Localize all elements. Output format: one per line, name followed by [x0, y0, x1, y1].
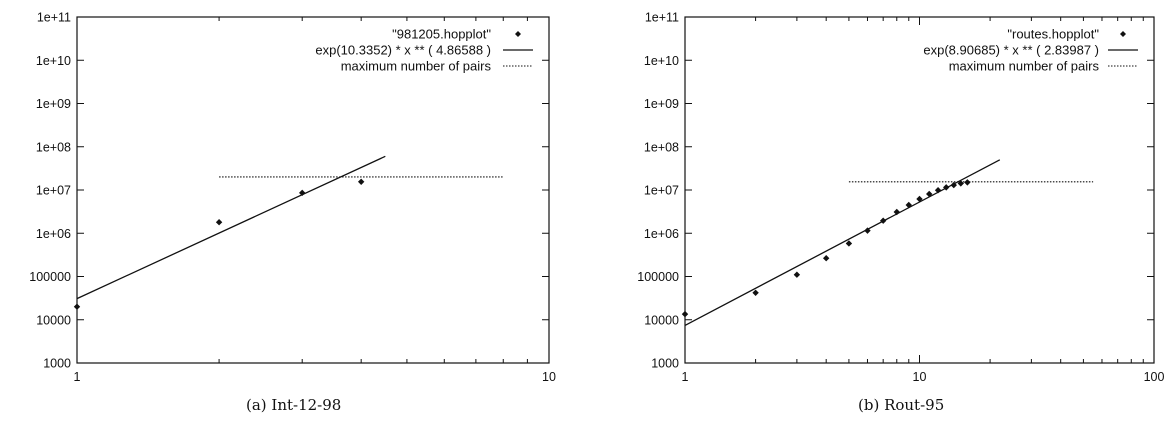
chart-a-svg: 1000 10000 100000 1e+06 1e+07 1e+08 1e+09 1e+10…: [29, 11, 556, 385]
y-tick-label: 1000: [43, 357, 71, 371]
fit-line: [684, 159, 1001, 326]
data-point: [215, 219, 223, 226]
y-tick-label: 1e+11: [645, 11, 679, 25]
data-point: [822, 254, 830, 262]
y-tick-label: 100000: [637, 270, 679, 284]
y-tick-label: 1e+07: [36, 184, 71, 198]
chart-panel-a: 1000 10000 100000 1e+06 1e+07 1e+08 1e+09 1e+10…: [0, 0, 586, 424]
y-tick-label: 100000: [29, 270, 71, 284]
chart-caption: (b) Rout-95: [858, 396, 945, 414]
legend-label: maximum number of pairs: [341, 59, 492, 74]
y-tick-label: 1e+06: [36, 227, 71, 241]
legend-marker: [515, 31, 521, 37]
x-tick-label: 1: [682, 370, 689, 384]
y-tick-label: 1e+07: [644, 184, 679, 198]
legend-label: "routes.hopplot": [1007, 27, 1099, 42]
data-point: [752, 289, 759, 296]
data-point: [73, 303, 81, 310]
y-tick-label: 1e+09: [36, 97, 71, 111]
legend-label: exp(8.90685) * x ** ( 2.83987 ): [923, 43, 1099, 58]
data-point: [357, 178, 365, 185]
chart-b-svg: 1000 10000 100000 1e+06 1e+07 1e+08 1e+09 1e+10…: [637, 11, 1165, 385]
y-tick-label: 1e+08: [36, 140, 71, 154]
data-point: [845, 240, 853, 247]
chart-caption: (a) Int-12-98: [246, 396, 342, 414]
data-point: [964, 179, 971, 186]
chart-panel-b: 1000 10000 100000 1e+06 1e+07 1e+08 1e+09 1e+10…: [600, 0, 1173, 424]
data-point: [934, 186, 942, 194]
y-tick-label: 1e+08: [644, 140, 679, 154]
legend-label: exp(10.3352) * x ** ( 4.86588 ): [315, 43, 491, 58]
y-tick-label: 1000: [651, 357, 679, 371]
legend-label: "981205.hopplot": [392, 27, 491, 42]
legend-marker: [1120, 31, 1126, 37]
y-tick-label: 1e+06: [644, 227, 679, 241]
fit-line: [76, 155, 386, 300]
y-tick-label: 10000: [644, 313, 679, 327]
x-tick-label: 1: [74, 370, 81, 384]
legend-label: maximum number of pairs: [949, 59, 1100, 74]
data-point: [793, 271, 801, 278]
x-tick-label: 10: [913, 370, 927, 384]
y-tick-label: 1e+10: [644, 54, 679, 68]
x-tick-label: 100: [1144, 370, 1165, 384]
x-tick-label: 10: [542, 370, 556, 384]
y-tick-label: 1e+09: [644, 97, 679, 111]
data-point: [681, 310, 689, 318]
y-tick-label: 1e+10: [36, 54, 71, 68]
y-tick-label: 10000: [36, 313, 71, 327]
y-tick-label: 1e+11: [37, 11, 71, 25]
